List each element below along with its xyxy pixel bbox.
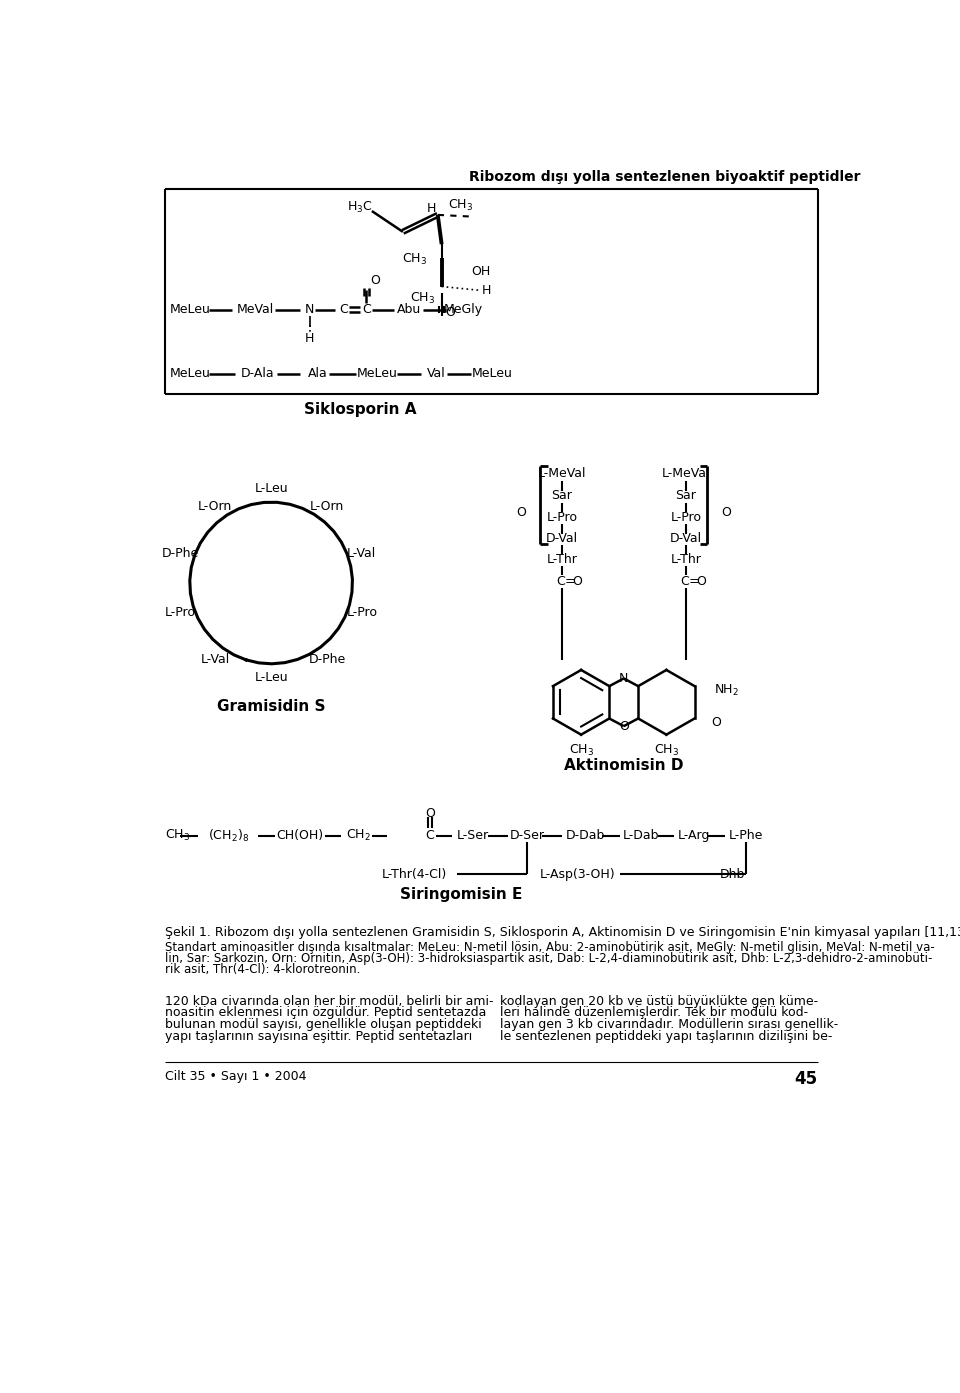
Text: Siklosporin A: Siklosporin A (304, 403, 417, 418)
Text: CH$_3$: CH$_3$ (568, 742, 593, 758)
Text: N: N (619, 671, 629, 685)
Text: L-Thr(4-Cl): L-Thr(4-Cl) (382, 868, 447, 880)
Text: L-Pro: L-Pro (347, 606, 377, 618)
Text: H$_3$C: H$_3$C (348, 199, 373, 215)
Text: L-Asp(3-OH): L-Asp(3-OH) (540, 868, 615, 880)
Text: leri halinde düzenlemişlerdir. Tek bir modülü kod-: leri halinde düzenlemişlerdir. Tek bir m… (500, 1007, 808, 1020)
Text: N: N (305, 304, 315, 316)
Text: Abu: Abu (396, 304, 421, 316)
Text: CH$_3$: CH$_3$ (448, 198, 473, 213)
Text: L-Pro: L-Pro (546, 511, 577, 524)
Text: O: O (371, 274, 380, 287)
Text: O: O (516, 506, 526, 518)
Text: C: C (556, 575, 564, 588)
Text: yapı taşlarının sayısına eşittir. Peptid sentetazları: yapı taşlarının sayısına eşittir. Peptid… (165, 1029, 472, 1042)
Text: O: O (619, 720, 629, 733)
Text: L-Orn: L-Orn (310, 500, 345, 513)
Text: CH$_3$: CH$_3$ (410, 291, 435, 305)
Text: MeLeu: MeLeu (169, 304, 210, 316)
Text: L-MeVal: L-MeVal (661, 467, 710, 481)
Text: L-Thr: L-Thr (670, 553, 701, 566)
Text: NH$_2$: NH$_2$ (714, 683, 739, 698)
Text: le sentezlenen peptiddeki yapı taşlarının dizilişini be-: le sentezlenen peptiddeki yapı taşlarını… (500, 1029, 832, 1042)
Text: Aktinomisin D: Aktinomisin D (564, 758, 684, 773)
Text: =: = (688, 575, 699, 588)
Text: (CH$_2$)$_8$: (CH$_2$)$_8$ (208, 827, 249, 844)
Text: H: H (305, 333, 315, 345)
Text: layan gen 3 kb civarındadır. Modüllerin sırası genellik-: layan gen 3 kb civarındadır. Modüllerin … (500, 1018, 838, 1031)
Text: L-Val: L-Val (201, 653, 229, 666)
Text: Standart aminoasitler dışında kısaltmalar: MeLeu: N-metil lösin, Abu: 2-aminobüt: Standart aminoasitler dışında kısaltmala… (165, 942, 935, 954)
Text: L-Phe: L-Phe (729, 829, 763, 841)
Text: L-Arg: L-Arg (678, 829, 709, 841)
Text: MeGly: MeGly (444, 304, 483, 316)
Text: L-MeVal: L-MeVal (538, 467, 586, 481)
Text: CH$_3$: CH$_3$ (654, 742, 679, 758)
Text: O: O (711, 716, 722, 729)
Text: L-Leu: L-Leu (254, 671, 288, 684)
Text: Şekil 1. Ribozom dışı yolla sentezlenen Gramisidin S, Siklosporin A, Aktinomisin: Şekil 1. Ribozom dışı yolla sentezlenen … (165, 926, 960, 939)
Text: Ala: Ala (308, 366, 327, 380)
Text: L-Thr: L-Thr (546, 553, 577, 566)
Text: H: H (427, 202, 436, 216)
Text: C: C (680, 575, 688, 588)
Text: L-Pro: L-Pro (670, 511, 701, 524)
Text: CH$_3$: CH$_3$ (402, 252, 427, 267)
Text: Gramisidin S: Gramisidin S (217, 699, 325, 713)
Text: bulunan modül sayısı, genellikle oluşan peptiddeki: bulunan modül sayısı, genellikle oluşan … (165, 1018, 482, 1031)
Text: Siringomisin E: Siringomisin E (399, 887, 522, 903)
Text: Ribozom dışı yolla sentezlenen biyoaktif peptidler: Ribozom dışı yolla sentezlenen biyoaktif… (468, 170, 860, 184)
Text: OH: OH (471, 265, 491, 277)
Text: L-Orn: L-Orn (198, 500, 232, 513)
Text: D-Phe: D-Phe (308, 653, 346, 666)
Text: noasitin eklenmesi için özgüldür. Peptid sentetazda: noasitin eklenmesi için özgüldür. Peptid… (165, 1007, 487, 1020)
Text: Val: Val (427, 366, 445, 380)
Text: C: C (362, 304, 371, 316)
Text: CH$_3$: CH$_3$ (165, 827, 190, 843)
Text: Cilt 35 • Sayı 1 • 2004: Cilt 35 • Sayı 1 • 2004 (165, 1070, 306, 1082)
Text: kodlayan gen 20 kb ve üstü büyüкlükte gen küme-: kodlayan gen 20 kb ve üstü büyüкlükte ge… (500, 995, 818, 1009)
Text: O: O (721, 506, 731, 518)
Text: H: H (482, 284, 492, 297)
Text: C: C (425, 829, 434, 841)
Text: CH$_2$: CH$_2$ (347, 827, 372, 843)
Text: Sar: Sar (675, 489, 696, 503)
Text: O: O (425, 808, 435, 820)
Text: L-Ser: L-Ser (457, 829, 489, 841)
Text: O: O (445, 306, 455, 319)
Text: O: O (696, 575, 707, 588)
Text: MeVal: MeVal (237, 304, 275, 316)
Text: D-Ala: D-Ala (241, 366, 275, 380)
Text: lin, Sar: Sarkozin, Orn: Ornitin, Asp(3-OH): 3-hidroksiaspartik asit, Dab: L-2,4: lin, Sar: Sarkozin, Orn: Ornitin, Asp(3-… (165, 951, 932, 965)
Text: MeLeu: MeLeu (471, 366, 513, 380)
Text: L-Dab: L-Dab (622, 829, 660, 841)
Text: D-Val: D-Val (545, 532, 578, 545)
Text: L-Leu: L-Leu (254, 482, 288, 495)
Text: rik asit, Thr(4-Cl): 4-klorotreonin.: rik asit, Thr(4-Cl): 4-klorotreonin. (165, 963, 360, 975)
Text: D-Dab: D-Dab (565, 829, 605, 841)
Text: MeLeu: MeLeu (169, 366, 210, 380)
Text: D-Val: D-Val (670, 532, 702, 545)
Text: =: = (564, 575, 575, 588)
Text: O: O (572, 575, 582, 588)
Text: 45: 45 (794, 1070, 818, 1088)
Text: 120 kDa civarında olan her bir modül, belirli bir ami-: 120 kDa civarında olan her bir modül, be… (165, 995, 493, 1009)
Text: L-Val: L-Val (348, 547, 376, 560)
Text: L-Pro: L-Pro (165, 606, 196, 618)
Text: D-Phe: D-Phe (162, 547, 199, 560)
Text: C: C (339, 304, 348, 316)
Text: Dhb: Dhb (720, 868, 745, 880)
Text: Sar: Sar (551, 489, 572, 503)
Text: CH(OH): CH(OH) (276, 829, 324, 841)
Text: D-Ser: D-Ser (510, 829, 544, 841)
Text: MeLeu: MeLeu (357, 366, 397, 380)
